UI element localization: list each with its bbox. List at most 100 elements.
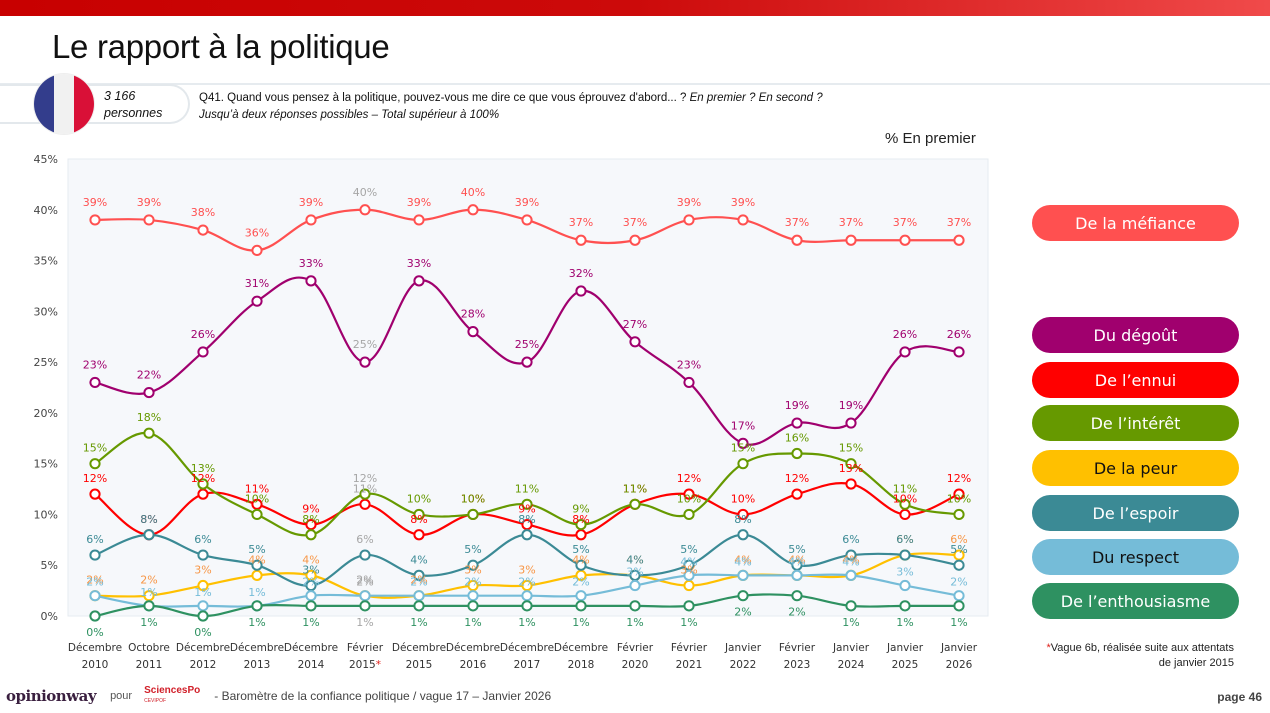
data-point [413,275,425,287]
data-point [143,427,155,439]
x-tick-label-year: 2024 [838,659,865,671]
data-label: 8% [410,513,427,526]
data-label: 4% [842,555,859,568]
data-label: 39% [299,196,323,209]
data-label: 33% [299,257,323,270]
data-point [89,376,101,389]
data-label: 1% [626,616,643,629]
data-label: 2% [788,606,805,619]
data-label: 1% [518,616,535,629]
data-label: 10% [893,492,917,505]
y-tick-label: 35% [34,255,58,268]
data-label: 0% [86,626,103,639]
data-label: 2% [464,576,481,589]
data-point [197,549,209,561]
x-tick-label-year: 2016 [460,659,487,671]
data-label: 1% [248,616,265,629]
data-label: 39% [677,196,701,209]
x-tick-label-month: Décembre [392,642,446,654]
x-tick-label-month: Octobre [128,642,170,654]
data-label: 1% [194,586,211,599]
data-label: 3% [896,566,913,579]
x-tick-label-month: Décembre [176,642,230,654]
data-label: 11% [893,482,917,495]
data-label: 26% [191,328,215,341]
data-point [197,488,209,500]
data-label: 2% [86,574,103,587]
info-strip [0,83,1270,125]
data-label: 11% [515,482,539,495]
data-point [305,600,317,612]
data-label: 15% [731,442,755,455]
data-label: 1% [302,616,319,629]
x-tick-label-month: Février [347,642,384,654]
data-label: 37% [569,216,593,229]
line-chart: 0% 5% 10% 15% 20% 25% 30% 35% 40% 45% Décembre 201… [34,153,989,671]
data-label: 10% [407,492,431,505]
data-point [197,579,209,592]
data-label: 39% [83,196,107,209]
data-label: 37% [839,216,863,229]
data-label: 39% [731,196,755,209]
x-tick-label-month: Février [671,642,708,654]
footer: opinionway pour SciencesPo CEVIPOF - Baro… [6,686,551,706]
data-point [413,600,425,612]
data-point [683,508,695,521]
data-point [305,275,317,287]
x-tick-label-month: Janvier [886,642,924,654]
data-label: 8% [572,513,589,526]
data-label: 27% [623,318,647,331]
data-point [791,447,803,460]
data-point [359,549,371,561]
header-bar [0,0,1270,16]
x-tick-label-year: 2025 [892,659,919,671]
data-label: 4% [788,553,805,566]
data-label: 26% [947,328,971,341]
data-point [791,590,803,602]
data-point [899,234,911,246]
x-tick-label-year: 2012 [190,659,217,671]
y-tick-label: 30% [34,305,58,318]
legend-item: De l’enthousiasme [1032,583,1239,619]
data-point [899,346,911,358]
legend-item: De la peur [1032,450,1239,486]
data-label: 1% [680,616,697,629]
data-label: 36% [245,226,269,239]
data-label: 12% [191,472,215,485]
data-point [359,600,371,612]
data-label: 37% [893,216,917,229]
data-label: 37% [623,216,647,229]
data-point [737,458,749,470]
france-flag-icon [34,74,94,134]
data-point [359,488,371,500]
data-point [89,549,101,561]
data-point [953,590,965,602]
data-point [413,508,425,521]
data-label: 13% [191,462,215,475]
data-label: 8% [518,513,535,526]
data-point [251,508,263,521]
data-point [683,579,695,592]
data-label: 1% [464,616,481,629]
data-label: 28% [461,308,485,321]
x-tick-label-year: 2014 [298,659,325,671]
data-label: 16% [785,432,809,445]
data-point [89,458,101,470]
x-tick-label-month: Janvier [724,642,762,654]
x-tick-label-month: Décembre [554,642,608,654]
footnote: *Vague 6b, réalisée suite aux attentats … [1040,641,1234,671]
x-tick-label-year: 2021 [676,659,703,671]
data-label: 11% [623,482,647,495]
sample-size: 3 166 personnes [104,88,162,122]
data-point [629,579,641,592]
data-point [467,508,479,521]
sample-count: 3 166 [104,89,136,103]
data-label: 3% [518,564,535,577]
x-tick-label-year: 2017 [514,659,541,671]
cevipof-text: CEVIPOF [144,698,167,704]
data-point [413,590,425,602]
data-point [791,569,803,581]
data-label: 2% [86,576,103,589]
legend-item: De l’intérêt [1032,405,1239,441]
x-tick-label-month: Décembre [230,642,284,654]
